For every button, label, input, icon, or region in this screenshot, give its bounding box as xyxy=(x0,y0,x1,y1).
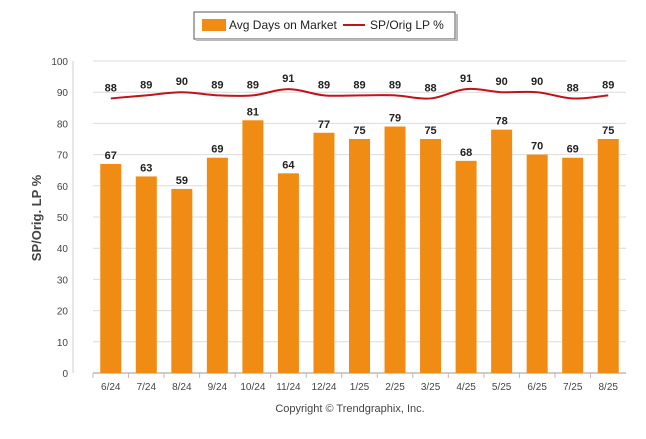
line-data-label: 90 xyxy=(176,76,188,88)
legend-shadow xyxy=(196,39,458,41)
x-tick-label: 11/24 xyxy=(276,382,301,393)
line-data-label: 91 xyxy=(460,73,472,85)
bar-data-label: 69 xyxy=(567,144,579,156)
line-data-label: 88 xyxy=(105,82,117,94)
bar xyxy=(171,188,193,373)
y-tick-label: 50 xyxy=(57,213,69,224)
y-axis-label: SP/Orig. LP % xyxy=(29,174,44,261)
bar-data-label: 78 xyxy=(496,116,508,128)
legend-label-line: SP/Orig LP % xyxy=(370,18,444,32)
bar-data-label: 75 xyxy=(353,125,365,137)
bar xyxy=(597,139,619,373)
y-tick-label: 30 xyxy=(57,275,69,286)
x-tick-label: 4/25 xyxy=(456,382,476,393)
line-data-label: 88 xyxy=(424,82,436,94)
bar xyxy=(206,157,228,373)
x-tick-label: 12/24 xyxy=(311,382,336,393)
bar xyxy=(420,139,442,373)
legend-swatch-bar xyxy=(202,19,226,31)
bar-data-label: 59 xyxy=(176,175,188,187)
axes: 0 10 20 30 40 50 60 70 80 90 100 6/24 7/24 8/24 9/24 10… xyxy=(51,57,626,393)
y-tick-label: 100 xyxy=(51,57,68,68)
x-tick-label: 6/24 xyxy=(101,382,121,393)
bar-data-label: 70 xyxy=(531,141,543,153)
y-tick-label: 10 xyxy=(57,338,69,349)
bar-data-label: 64 xyxy=(282,159,295,171)
bar-data-label: 79 xyxy=(389,113,401,125)
bar xyxy=(313,132,335,373)
x-tick-label: 2/25 xyxy=(385,382,405,393)
legend-box xyxy=(193,11,456,40)
bar xyxy=(526,154,548,373)
line-data-label: 89 xyxy=(247,79,259,91)
y-tick-label: 40 xyxy=(57,244,69,255)
bar xyxy=(562,157,584,373)
line-data-label: 89 xyxy=(353,79,365,91)
line-data-label: 91 xyxy=(282,73,294,85)
y-tick-label: 60 xyxy=(57,182,69,193)
x-tick-label: 8/24 xyxy=(172,382,192,393)
copyright-text: Copyright © Trendgraphix, Inc. xyxy=(275,403,424,415)
y-tick-label: 70 xyxy=(57,151,69,162)
x-tick-label: 5/25 xyxy=(492,382,512,393)
bar xyxy=(491,129,513,373)
line-data-label: 89 xyxy=(389,79,401,91)
bar xyxy=(384,126,406,374)
legend-shadow xyxy=(456,14,458,41)
bar-data-label: 67 xyxy=(105,150,117,162)
bar-data-label: 69 xyxy=(211,144,223,156)
line-data-label: 89 xyxy=(140,79,152,91)
bar xyxy=(349,139,370,373)
line-series: 88 89 90 89 89 91 89 89 89 88 91 90 90 88 89 xyxy=(105,73,614,100)
bar-data-label: 75 xyxy=(424,125,436,137)
x-tick-label: 8/25 xyxy=(598,382,618,393)
line-data-label: 89 xyxy=(602,79,614,91)
bar-data-label: 81 xyxy=(247,106,259,118)
bar-data-label: 75 xyxy=(602,125,614,137)
x-tick-label: 7/24 xyxy=(137,382,157,393)
line-data-label: 89 xyxy=(318,79,330,91)
y-tick-label: 90 xyxy=(57,88,69,99)
x-tick-label: 9/24 xyxy=(208,382,228,393)
line-data-label: 90 xyxy=(531,76,543,88)
bar-data-label: 68 xyxy=(460,147,472,159)
bar xyxy=(455,160,477,373)
x-tick-label: 7/25 xyxy=(563,382,583,393)
line-data-label: 90 xyxy=(496,76,508,88)
bar xyxy=(100,163,122,373)
bar-data-label: 77 xyxy=(318,119,330,131)
y-tick-label: 20 xyxy=(57,307,69,318)
y-tick-label: 0 xyxy=(62,369,68,380)
x-tick-label: 10/24 xyxy=(240,382,265,393)
legend: Avg Days on Market SP/Orig LP % xyxy=(193,11,458,41)
y-tick-label: 80 xyxy=(57,119,69,130)
bar-series: 67 63 59 69 81 64 77 75 79 75 68 78 70 69 75 xyxy=(100,106,619,374)
x-tick-label: 6/25 xyxy=(527,382,547,393)
bar xyxy=(135,176,157,373)
legend-label-bar: Avg Days on Market xyxy=(229,18,337,32)
x-tick-label: 1/25 xyxy=(350,382,370,393)
bar xyxy=(277,173,299,373)
line-path xyxy=(110,87,609,100)
bar-data-label: 63 xyxy=(140,162,152,174)
line-data-label: 88 xyxy=(567,82,579,94)
bar xyxy=(242,120,264,373)
line-data-label: 89 xyxy=(211,79,223,91)
x-tick-label: 3/25 xyxy=(421,382,441,393)
